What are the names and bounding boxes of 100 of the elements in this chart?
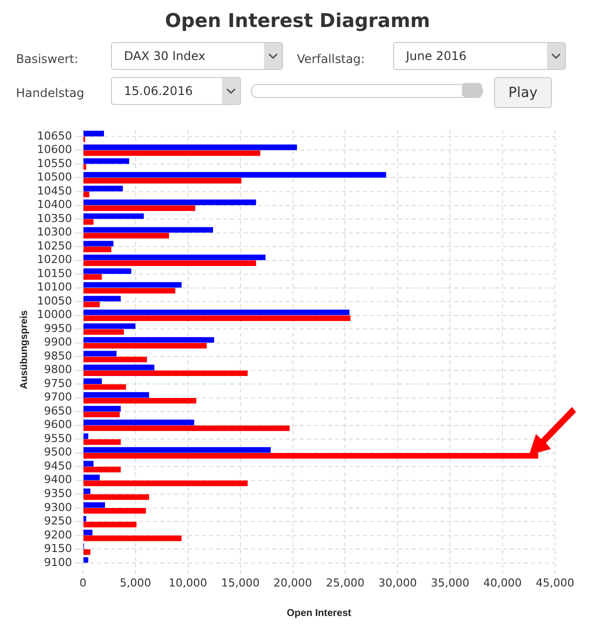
bar (83, 192, 90, 198)
bar (83, 178, 242, 184)
bar (83, 282, 182, 288)
bar (83, 398, 196, 404)
dropdown-field: DAX 30 Index (111, 42, 283, 70)
x-axis-title: Open Interest (286, 608, 352, 619)
y-tick-label: 9350 (44, 487, 72, 500)
x-tick-label: 15,000 (221, 576, 260, 590)
bar (83, 268, 132, 274)
y-tick-label: 9800 (44, 363, 72, 376)
bar (83, 420, 194, 426)
y-tick-label: 9650 (44, 404, 72, 418)
y-tick-label: 10350 (36, 212, 72, 225)
bar (83, 219, 94, 225)
x-tick-label: 5,000 (120, 576, 152, 590)
x-tick-label: 30,000 (378, 576, 417, 590)
bar (83, 378, 102, 384)
bar (83, 466, 121, 472)
x-tick-label: 40,000 (483, 576, 522, 590)
text: Play (494, 77, 552, 108)
y-tick-label: 10100 (36, 280, 72, 294)
chart-title: Open Interest Diagramm (164, 10, 432, 32)
y-tick-label: 10150 (36, 266, 72, 280)
bar (83, 172, 386, 178)
bar (83, 310, 350, 316)
bar (83, 557, 88, 563)
y-tick-label: 10600 (36, 143, 72, 156)
bar (83, 474, 100, 480)
bar (83, 453, 538, 459)
y-tick-label: 9550 (44, 432, 72, 445)
y-tick-label: 9250 (44, 514, 72, 528)
bar (83, 144, 297, 150)
bar (83, 232, 170, 238)
y-tick-label: 10650 (36, 129, 72, 142)
x-tick-label: 20,000 (274, 576, 312, 590)
bar (83, 494, 150, 500)
y-tick-label: 10250 (36, 239, 72, 252)
bar (83, 522, 136, 528)
y-tick-label: 9850 (44, 349, 72, 362)
y-tick-label: 9450 (44, 459, 72, 472)
x-tick-label: 0 (79, 576, 86, 590)
bar (83, 536, 182, 542)
bar (83, 502, 106, 508)
x-tick-label: 10,000 (168, 576, 208, 590)
bar (83, 329, 124, 335)
bar (83, 227, 214, 233)
x-tick-label: 25,000 (326, 576, 364, 590)
bar (83, 260, 256, 266)
y-tick-label: 9750 (44, 376, 72, 390)
dropdown-field: 15.06.2016 (111, 77, 241, 105)
bar (83, 288, 176, 294)
y-tick-label: 10200 (36, 253, 72, 266)
text: Basiswert: (16, 52, 78, 66)
bar (83, 480, 248, 486)
bar (83, 323, 136, 329)
y-tick-label: 9500 (44, 446, 72, 459)
text: Handelstag (16, 86, 84, 100)
y-tick-label: 10450 (36, 184, 72, 198)
y-tick-label: 10050 (36, 294, 72, 308)
bar (83, 356, 147, 362)
y-tick-label: 9600 (44, 418, 72, 432)
x-tick-label: 35,000 (430, 576, 470, 590)
y-tick-label: 10500 (36, 170, 72, 184)
bar (83, 370, 248, 376)
y-tick-label: 9150 (44, 542, 72, 556)
bar (83, 213, 144, 219)
bar (83, 302, 100, 308)
bar (83, 549, 90, 555)
y-tick-label: 9950 (44, 322, 72, 335)
x-tick-label: 45,000 (536, 576, 574, 590)
bar (83, 150, 260, 156)
bar (83, 254, 266, 260)
bar (83, 164, 86, 170)
bar (83, 508, 146, 514)
y-tick-label: 9200 (44, 528, 72, 542)
bar (83, 516, 86, 522)
bar (83, 315, 350, 322)
text: Verfallstag: (297, 52, 365, 66)
bar (83, 200, 256, 206)
y-tick-label: 9100 (44, 556, 72, 569)
bar (83, 205, 196, 211)
y-tick-label: 9900 (44, 336, 72, 349)
bar (83, 406, 121, 412)
y-axis-title: Ausübungspreis (18, 310, 30, 390)
bar (83, 186, 123, 192)
bar (83, 337, 214, 343)
y-tick-label: 10000 (36, 308, 72, 322)
bar (83, 158, 130, 164)
bar (83, 530, 92, 536)
y-tick-label: 10550 (36, 156, 72, 170)
bar (83, 342, 207, 349)
bar (83, 350, 117, 356)
bar (83, 412, 120, 418)
bar (83, 296, 121, 302)
bar (83, 488, 90, 494)
dropdown-field: June 2016 (393, 42, 566, 70)
bar (83, 130, 104, 136)
bar (83, 433, 88, 439)
bar (83, 460, 94, 466)
y-tick-label: 9700 (44, 390, 72, 404)
